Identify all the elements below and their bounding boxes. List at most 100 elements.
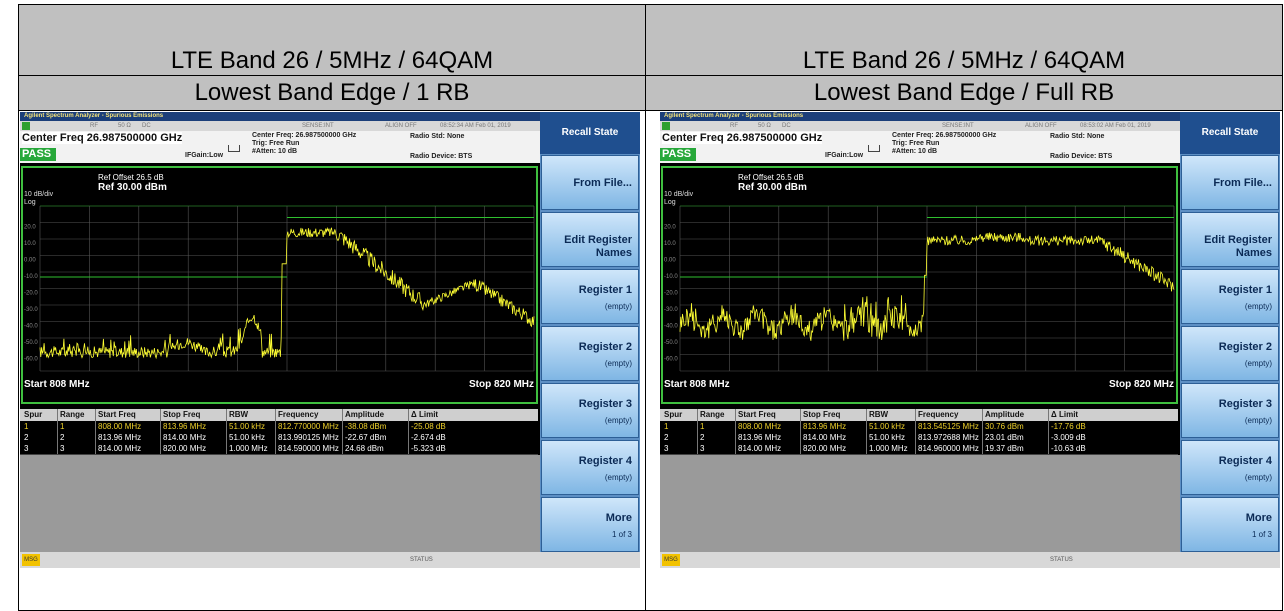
msg: MSG bbox=[662, 554, 680, 566]
radio-device: Radio Device: BTS bbox=[1050, 153, 1113, 160]
y-label: -20.0 bbox=[664, 291, 678, 297]
softkey-note: (empty) bbox=[1244, 416, 1272, 425]
table-cell: 814.00 MHz bbox=[738, 444, 782, 453]
table-cell: 51.00 kHz bbox=[869, 433, 906, 442]
menu-title: Recall State bbox=[1180, 112, 1280, 154]
table-cell: 3 bbox=[664, 444, 669, 453]
start-label: Start 808 MHz bbox=[664, 379, 730, 390]
column-divider bbox=[57, 409, 58, 454]
softkey-label: Register 1 bbox=[1218, 284, 1272, 296]
y-label: 0.00 bbox=[664, 258, 676, 264]
table-cell: -3.009 dB bbox=[1051, 433, 1086, 442]
table-cell: 1 bbox=[700, 422, 705, 431]
app-title: Agilent Spectrum Analyzer - Spurious Emi… bbox=[664, 113, 804, 119]
softkey-label: Edit Register Names bbox=[564, 234, 632, 259]
y-label: -40.0 bbox=[24, 324, 38, 330]
scale: 10 dB/div bbox=[24, 191, 54, 198]
softkey[interactable]: Register 1 (empty) bbox=[1181, 269, 1279, 324]
softkey[interactable]: Register 4 (empty) bbox=[1181, 440, 1279, 495]
if-gain: IFGain:Low bbox=[185, 152, 224, 159]
column-header: RBW bbox=[229, 410, 249, 419]
trigger-icon bbox=[228, 145, 240, 152]
table-cell: 820.00 MHz bbox=[803, 444, 847, 453]
y-label: -30.0 bbox=[664, 307, 678, 313]
table-cell: 1.000 MHz bbox=[229, 444, 268, 453]
trace bbox=[39, 226, 535, 360]
status-item: ALIGN OFF bbox=[385, 123, 417, 129]
ref-offset: Ref Offset 26.5 dB bbox=[738, 173, 804, 182]
scale: 10 dB/div bbox=[664, 191, 694, 198]
setting: #Atten: 10 dB bbox=[252, 148, 298, 155]
empty-area bbox=[660, 455, 1180, 552]
table-cell: 1 bbox=[60, 422, 65, 431]
table-cell: 3 bbox=[60, 444, 65, 453]
stop-label: Stop 820 MHz bbox=[469, 379, 534, 390]
graph-border bbox=[21, 166, 538, 404]
status-item: 08:52:34 AM Feb 01, 2019 bbox=[440, 123, 511, 129]
table-cell: 808.00 MHz bbox=[738, 422, 782, 431]
column-divider bbox=[866, 409, 867, 454]
status-item: 50 Ω bbox=[758, 123, 771, 129]
softkey[interactable]: From File... bbox=[1181, 155, 1279, 210]
softkey[interactable]: Register 3 (empty) bbox=[1181, 383, 1279, 438]
table-cell: 24.68 dBm bbox=[345, 444, 384, 453]
column-header: Frequency bbox=[278, 410, 319, 419]
msg: MSG bbox=[22, 554, 40, 566]
table-cell: 1 bbox=[24, 422, 29, 431]
header-cell: LTE Band 26 / 5MHz / 64QAM bbox=[18, 4, 646, 76]
table-cell: -25.08 dB bbox=[411, 422, 446, 431]
softkey-label: More bbox=[605, 512, 632, 524]
trace bbox=[679, 232, 1175, 341]
radio-device: Radio Device: BTS bbox=[410, 153, 473, 160]
radio-std: Radio Std: None bbox=[1050, 133, 1105, 140]
table-cell: 814.960000 MHz bbox=[918, 444, 979, 453]
column-divider bbox=[915, 409, 916, 454]
table-cell: 814.590000 MHz bbox=[278, 444, 339, 453]
y-label: -60.0 bbox=[664, 357, 678, 363]
column-header: Δ Limit bbox=[411, 410, 439, 419]
softkey[interactable]: Register 2 (empty) bbox=[541, 326, 639, 381]
softkey-label: Register 2 bbox=[1218, 341, 1272, 353]
softkey[interactable]: Edit Register Names bbox=[1181, 212, 1279, 267]
column-divider bbox=[160, 409, 161, 454]
title-bar bbox=[20, 112, 640, 121]
softkey[interactable]: Register 1 (empty) bbox=[541, 269, 639, 324]
status-item: RF bbox=[90, 123, 98, 129]
softkey-note: (empty) bbox=[1244, 473, 1272, 482]
title-bar bbox=[660, 112, 1280, 121]
softkey[interactable]: Register 3 (empty) bbox=[541, 383, 639, 438]
softkey-label: Edit Register Names bbox=[1204, 234, 1272, 259]
table-cell: 813.96 MHz bbox=[98, 433, 142, 442]
table-cell: 813.545125 MHz bbox=[918, 422, 979, 431]
menu-title: Recall State bbox=[540, 112, 640, 154]
center-freq: Center Freq 26.987500000 GHz bbox=[22, 132, 183, 144]
column-header: Start Freq bbox=[98, 410, 136, 419]
softkey[interactable]: From File... bbox=[541, 155, 639, 210]
softkey-label: Register 4 bbox=[578, 455, 632, 467]
column-divider bbox=[697, 409, 698, 454]
softkey[interactable]: Edit Register Names bbox=[541, 212, 639, 267]
status-light bbox=[22, 122, 30, 130]
table-cell: 2 bbox=[60, 433, 65, 442]
table-cell: -5.323 dB bbox=[411, 444, 446, 453]
table-cell: -22.67 dBm bbox=[345, 433, 387, 442]
softkey-note: 1 of 3 bbox=[611, 530, 632, 539]
log-label: Log bbox=[24, 199, 36, 206]
table-cell: 2 bbox=[700, 433, 705, 442]
status-light bbox=[662, 122, 670, 130]
log-label: Log bbox=[664, 199, 676, 206]
table-cell: 2 bbox=[664, 433, 669, 442]
softkey-note: (empty) bbox=[1244, 302, 1272, 311]
softkey[interactable]: More 1 of 3 bbox=[541, 497, 639, 552]
column-divider bbox=[982, 409, 983, 454]
setting: Trig: Free Run bbox=[252, 140, 300, 147]
softkey[interactable]: Register 2 (empty) bbox=[1181, 326, 1279, 381]
column-header: Frequency bbox=[918, 410, 959, 419]
status-bar bbox=[20, 121, 540, 131]
y-label: -30.0 bbox=[24, 307, 38, 313]
radio-std: Radio Std: None bbox=[410, 133, 465, 140]
ref-level: Ref 30.00 dBm bbox=[98, 182, 167, 193]
softkey[interactable]: Register 4 (empty) bbox=[541, 440, 639, 495]
softkey[interactable]: More 1 of 3 bbox=[1181, 497, 1279, 552]
